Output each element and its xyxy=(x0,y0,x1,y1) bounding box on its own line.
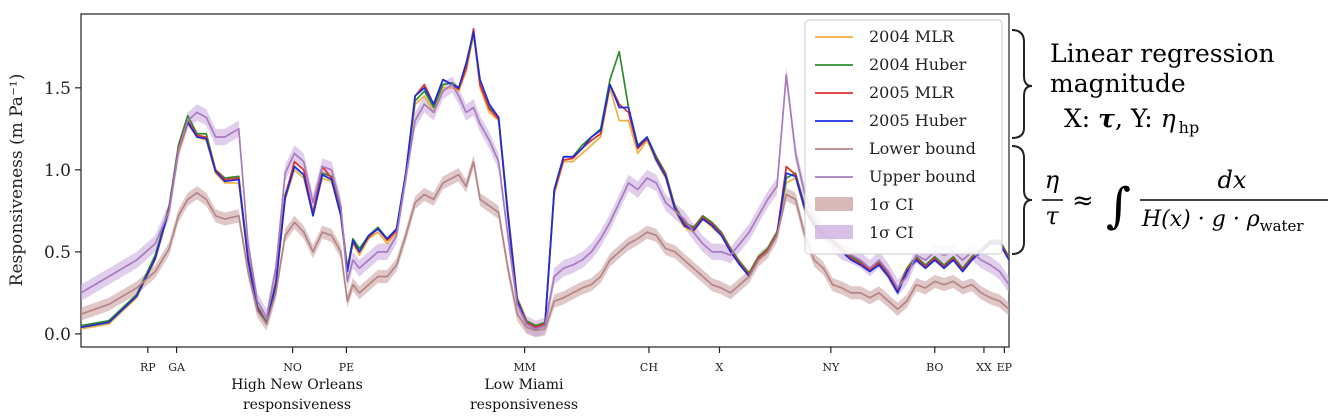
side-xy-line: X: τ, Y: η hp xyxy=(1064,104,1199,137)
eq-approx: ≈ xyxy=(1072,186,1094,216)
annotation-miami-line2: responsiveness xyxy=(470,397,578,413)
x-tick-label-ep: EP xyxy=(997,361,1013,374)
y-tick-label: 0.0 xyxy=(44,325,71,345)
y-tick-label: 1.0 xyxy=(44,161,71,181)
legend: 2004 MLR 2004 Huber 2005 MLR 2005 Huber Lowe… xyxy=(804,19,1003,255)
legend-label-2005-huber: 2005 Huber xyxy=(869,111,967,130)
equation: η τ ≈ ∫ dx H(x) · g · ρwater xyxy=(1042,166,1328,235)
legend-label-2004-mlr: 2004 MLR xyxy=(869,27,955,46)
legend-label-upper-bound: Upper bound xyxy=(869,167,976,186)
brace-lower xyxy=(1011,145,1033,255)
legend-swatch-ci-2 xyxy=(815,225,853,239)
y-tick-label: 1.5 xyxy=(44,79,71,99)
series-line-lower-bound xyxy=(81,160,1009,332)
annotation-new-orleans-line2: responsiveness xyxy=(243,397,351,413)
eq-denominator: H(x) · g · ρwater xyxy=(1141,207,1304,235)
legend-label-2005-mlr: 2005 MLR xyxy=(869,83,955,102)
eq-integral: ∫ xyxy=(1106,178,1131,234)
eq-dx: dx xyxy=(1218,166,1247,194)
series-line-upper-bound xyxy=(81,73,1009,330)
x-tick-label-rp: RP xyxy=(140,361,156,374)
series-line-2005-huber xyxy=(81,31,1009,330)
legend-label-ci-1: 1σ CI xyxy=(869,195,914,214)
side-xy-y-var: η xyxy=(1161,104,1176,133)
x-tick-label-bo: BO xyxy=(926,361,943,374)
legend-label-2004-huber: 2004 Huber xyxy=(869,55,967,74)
x-tick-label-pe: PE xyxy=(339,361,354,374)
eq-tau: τ xyxy=(1045,202,1059,230)
side-xy-y-sub: hp xyxy=(1179,118,1200,137)
x-tick-label-no: NO xyxy=(283,361,302,374)
x-tick-label-mm: MM xyxy=(513,361,536,374)
y-tick-label: 0.5 xyxy=(44,243,71,263)
side-xy-separator: , Y: xyxy=(1115,104,1161,133)
x-axis: RP GA NO PE MM CH X NY BO XX EP xyxy=(140,347,1013,374)
x-tick-label-ny: NY xyxy=(822,361,840,374)
side-xy-x-prefix: X: xyxy=(1064,104,1098,133)
brace-upper xyxy=(1011,29,1033,139)
eq-denominator-main: H(x) · g · ρ xyxy=(1141,207,1260,232)
legend-label-ci-2: 1σ CI xyxy=(869,223,914,242)
annotation-new-orleans-line1: High New Orleans xyxy=(231,377,363,393)
y-axis: 0.0 0.5 1.0 1.5 xyxy=(44,79,81,345)
x-tick-label-xx: XX xyxy=(976,361,992,374)
x-tick-label-x: X xyxy=(716,361,724,374)
side-heading-line2: magnitude xyxy=(1050,69,1186,98)
legend-box xyxy=(804,19,1003,255)
legend-label-lower-bound: Lower bound xyxy=(869,139,976,158)
legend-swatch-ci-1 xyxy=(815,197,853,211)
annotation-miami-line1: Low Miami xyxy=(484,377,564,393)
side-xy-x-var: τ xyxy=(1098,104,1115,133)
x-tick-label-ch: CH xyxy=(640,361,658,374)
eq-denominator-sub: water xyxy=(1260,217,1305,235)
eq-eta: η xyxy=(1045,166,1060,194)
series-lines xyxy=(81,27,1009,332)
side-heading-line1: Linear regression xyxy=(1050,39,1275,68)
x-tick-label-ga: GA xyxy=(168,361,186,374)
y-axis-label: Responsiveness (m Pa⁻¹) xyxy=(7,74,27,287)
